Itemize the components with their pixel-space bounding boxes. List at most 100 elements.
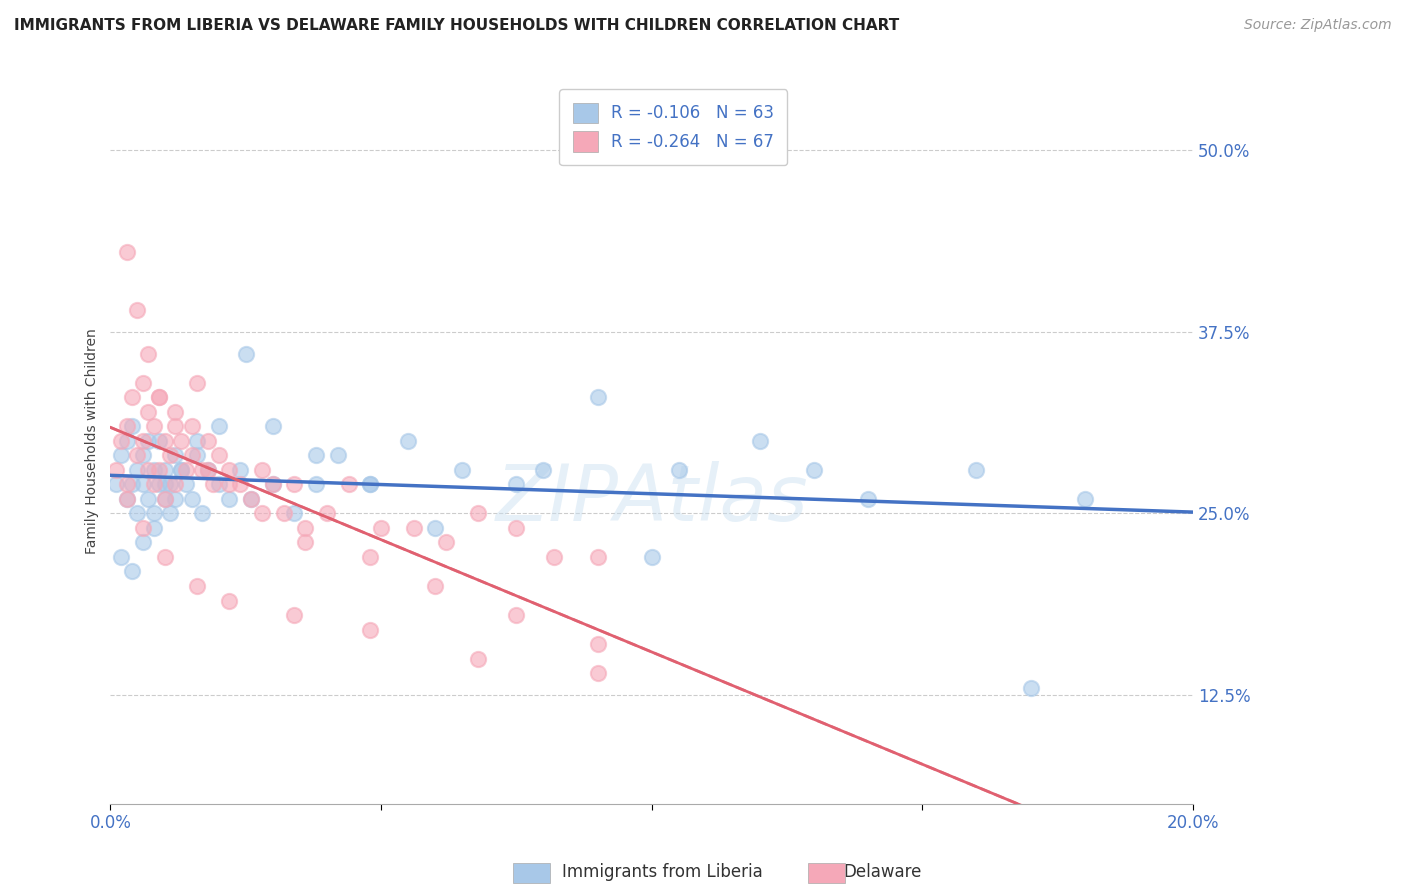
Point xyxy=(142,507,165,521)
Point xyxy=(186,434,208,448)
Text: Delaware: Delaware xyxy=(844,863,922,881)
Point xyxy=(1019,681,1042,695)
Point xyxy=(359,477,381,491)
Text: IMMIGRANTS FROM LIBERIA VS DELAWARE FAMILY HOUSEHOLDS WITH CHILDREN CORRELATION : IMMIGRANTS FROM LIBERIA VS DELAWARE FAMI… xyxy=(14,18,900,33)
Point xyxy=(235,346,257,360)
Point xyxy=(505,477,527,491)
Point xyxy=(197,463,219,477)
Point xyxy=(262,477,284,491)
Point xyxy=(159,448,181,462)
Point xyxy=(132,521,155,535)
Point xyxy=(262,477,284,491)
Point xyxy=(218,463,240,477)
Point xyxy=(115,477,138,491)
Point xyxy=(165,477,187,491)
Point xyxy=(467,507,489,521)
Point xyxy=(586,390,609,404)
Point xyxy=(180,491,202,506)
Point xyxy=(402,521,425,535)
Point xyxy=(326,448,349,462)
Point xyxy=(127,463,149,477)
Point xyxy=(283,608,305,623)
Point xyxy=(305,477,328,491)
Point xyxy=(170,434,193,448)
Point xyxy=(434,535,457,549)
Point xyxy=(132,535,155,549)
Point xyxy=(396,434,419,448)
Point xyxy=(132,434,155,448)
Point xyxy=(132,376,155,390)
Point xyxy=(121,477,143,491)
Point xyxy=(586,637,609,651)
Point xyxy=(262,419,284,434)
Point xyxy=(467,651,489,665)
Point xyxy=(127,507,149,521)
Point xyxy=(425,521,447,535)
Point xyxy=(240,491,263,506)
Point xyxy=(370,521,392,535)
Point xyxy=(218,593,240,607)
Point xyxy=(748,434,770,448)
Point xyxy=(543,549,565,564)
Point xyxy=(240,491,263,506)
Point xyxy=(218,491,240,506)
Point xyxy=(165,404,187,418)
Point xyxy=(668,463,690,477)
Point xyxy=(191,507,214,521)
Text: ZIPAtlas: ZIPAtlas xyxy=(495,461,808,537)
Point xyxy=(208,448,231,462)
Point xyxy=(136,491,159,506)
Point xyxy=(121,419,143,434)
Point xyxy=(197,434,219,448)
Text: Source: ZipAtlas.com: Source: ZipAtlas.com xyxy=(1244,18,1392,32)
Text: Immigrants from Liberia: Immigrants from Liberia xyxy=(562,863,763,881)
Point xyxy=(359,477,381,491)
Point xyxy=(148,463,170,477)
Point xyxy=(803,463,825,477)
Point xyxy=(170,463,193,477)
Point xyxy=(142,419,165,434)
Point xyxy=(180,448,202,462)
Point xyxy=(218,477,240,491)
Point xyxy=(148,477,170,491)
Point xyxy=(142,477,165,491)
Point xyxy=(273,507,295,521)
Point xyxy=(202,477,225,491)
Y-axis label: Family Households with Children: Family Households with Children xyxy=(86,328,100,554)
Point xyxy=(586,549,609,564)
Point xyxy=(104,477,127,491)
Point xyxy=(159,477,181,491)
Point xyxy=(174,477,197,491)
Point xyxy=(110,549,132,564)
Point xyxy=(305,448,328,462)
Point xyxy=(142,521,165,535)
Point xyxy=(153,549,176,564)
Point xyxy=(505,521,527,535)
Point xyxy=(208,477,231,491)
Point xyxy=(180,419,202,434)
Point xyxy=(142,463,165,477)
Legend: R = -0.106   N = 63, R = -0.264   N = 67: R = -0.106 N = 63, R = -0.264 N = 67 xyxy=(560,89,787,165)
Point xyxy=(359,623,381,637)
Point xyxy=(110,434,132,448)
Point xyxy=(153,477,176,491)
Point xyxy=(153,491,176,506)
Point xyxy=(136,404,159,418)
Point xyxy=(159,507,181,521)
Point xyxy=(186,376,208,390)
Point xyxy=(165,491,187,506)
Point xyxy=(132,477,155,491)
Point xyxy=(153,434,176,448)
Point xyxy=(1073,491,1095,506)
Point xyxy=(136,346,159,360)
Point xyxy=(115,419,138,434)
Point xyxy=(197,463,219,477)
Point xyxy=(148,434,170,448)
Point xyxy=(425,579,447,593)
Point xyxy=(640,549,662,564)
Point xyxy=(965,463,987,477)
Point xyxy=(136,463,159,477)
Point xyxy=(229,463,252,477)
Point xyxy=(121,565,143,579)
Point xyxy=(115,491,138,506)
